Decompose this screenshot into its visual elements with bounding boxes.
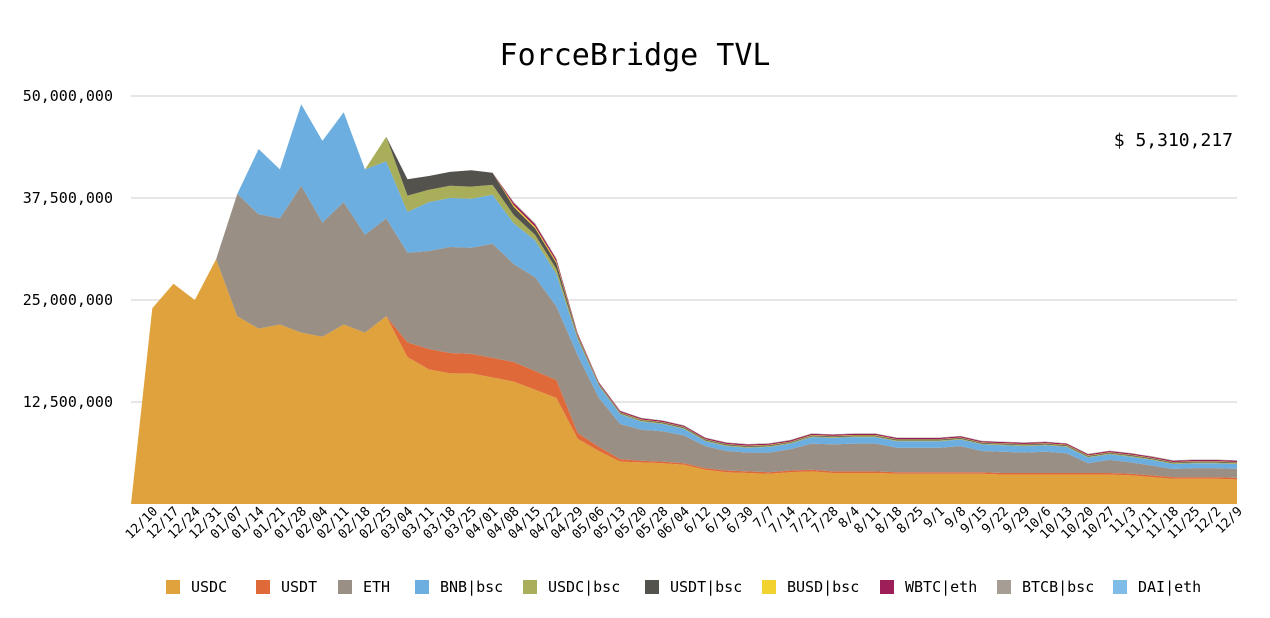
legend-item[interactable]: BUSD|bsc <box>762 576 859 598</box>
legend-item[interactable]: USDC|bsc <box>523 576 620 598</box>
legend-label: BTCB|bsc <box>1022 578 1095 596</box>
legend-item[interactable]: USDT <box>256 576 317 598</box>
y-axis-ticks: 12,500,000 25,000,000 37,500,000 50,000,000 <box>23 87 113 411</box>
legend-item[interactable]: DAI|eth <box>1113 576 1201 598</box>
legend-label: USDT <box>281 578 318 596</box>
legend-swatch <box>256 580 270 594</box>
legend-label: ETH <box>363 578 391 596</box>
legend-swatch <box>523 580 537 594</box>
legend-swatch <box>415 580 429 594</box>
legend-label: DAI|eth <box>1138 578 1202 596</box>
legend-swatch <box>997 580 1011 594</box>
legend-item[interactable]: BTCB|bsc <box>997 576 1094 598</box>
legend-swatch <box>1113 580 1127 594</box>
y-tick-label: 12,500,000 <box>23 393 113 411</box>
legend-label: USDC|bsc <box>548 578 621 596</box>
legend-label: BUSD|bsc <box>787 578 860 596</box>
y-tick-label: 50,000,000 <box>23 87 113 105</box>
legend-item[interactable]: USDC <box>166 576 227 598</box>
area-series-usdc <box>131 259 1237 504</box>
total-value-label: $ 5,310,217 <box>1113 130 1233 151</box>
area-series-usdc-bsc <box>131 104 1237 504</box>
legend-swatch <box>166 580 180 594</box>
legend-swatch <box>762 580 776 594</box>
area-series-eth <box>131 185 1237 505</box>
legend-label: WBTC|eth <box>905 578 978 596</box>
legend-label: BNB|bsc <box>440 578 504 596</box>
legend-label: USDT|bsc <box>670 578 743 596</box>
legend-label: USDC <box>191 578 228 596</box>
stacked-areas <box>131 104 1237 505</box>
chart-title: ForceBridge TVL <box>499 38 771 73</box>
legend-item[interactable]: USDT|bsc <box>645 576 742 598</box>
legend-swatch <box>880 580 894 594</box>
legend-item[interactable]: BNB|bsc <box>415 576 503 598</box>
legend-item[interactable]: ETH <box>338 576 390 598</box>
legend-swatch <box>645 580 659 594</box>
y-tick-label: 25,000,000 <box>23 291 113 309</box>
legend-swatch <box>338 580 352 594</box>
chart-legend: USDC USDT ETH BNB|bsc USDC|bsc USDT|bsc BUSD|b… <box>0 576 1270 598</box>
legend-item[interactable]: WBTC|eth <box>880 576 977 598</box>
x-axis-ticks: 12/1012/1712/2412/3101/0701/1401/2101/28… <box>123 504 1246 542</box>
y-tick-label: 37,500,000 <box>23 189 113 207</box>
